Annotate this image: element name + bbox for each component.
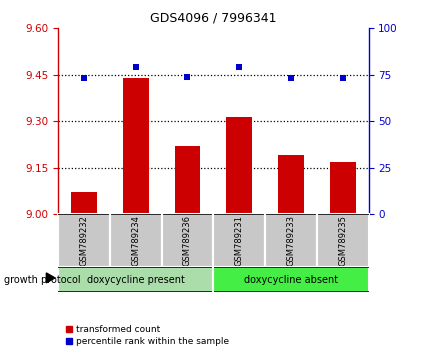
Bar	[58, 267, 213, 292]
Text: GSM789232: GSM789232	[80, 215, 88, 266]
Point	[184, 74, 190, 79]
Point	[80, 76, 87, 81]
Text: GSM789236: GSM789236	[183, 215, 191, 266]
Bar	[58, 214, 110, 267]
Bar	[161, 214, 213, 267]
Text: GSM789234: GSM789234	[131, 215, 140, 266]
Point	[338, 76, 345, 81]
Bar	[174, 146, 200, 214]
Text: GSM789233: GSM789233	[286, 215, 295, 266]
Bar	[213, 267, 368, 292]
Text: doxycycline absent: doxycycline absent	[243, 275, 337, 285]
Polygon shape	[46, 273, 55, 283]
Point	[287, 76, 294, 81]
Text: GSM789235: GSM789235	[338, 215, 346, 266]
Bar	[277, 155, 303, 214]
Bar	[316, 214, 368, 267]
Bar	[71, 193, 97, 214]
Point	[235, 64, 242, 70]
Text: doxycycline present: doxycycline present	[86, 275, 184, 285]
Bar	[123, 78, 148, 214]
Text: growth protocol: growth protocol	[4, 275, 81, 285]
Title: GDS4096 / 7996341: GDS4096 / 7996341	[150, 11, 276, 24]
Legend: transformed count, percentile rank within the sample: transformed count, percentile rank withi…	[62, 321, 233, 349]
Bar	[213, 214, 264, 267]
Text: GSM789231: GSM789231	[234, 215, 243, 266]
Point	[132, 64, 139, 70]
Bar	[110, 214, 161, 267]
Bar	[264, 214, 316, 267]
Bar	[226, 116, 252, 214]
Bar	[329, 161, 355, 214]
